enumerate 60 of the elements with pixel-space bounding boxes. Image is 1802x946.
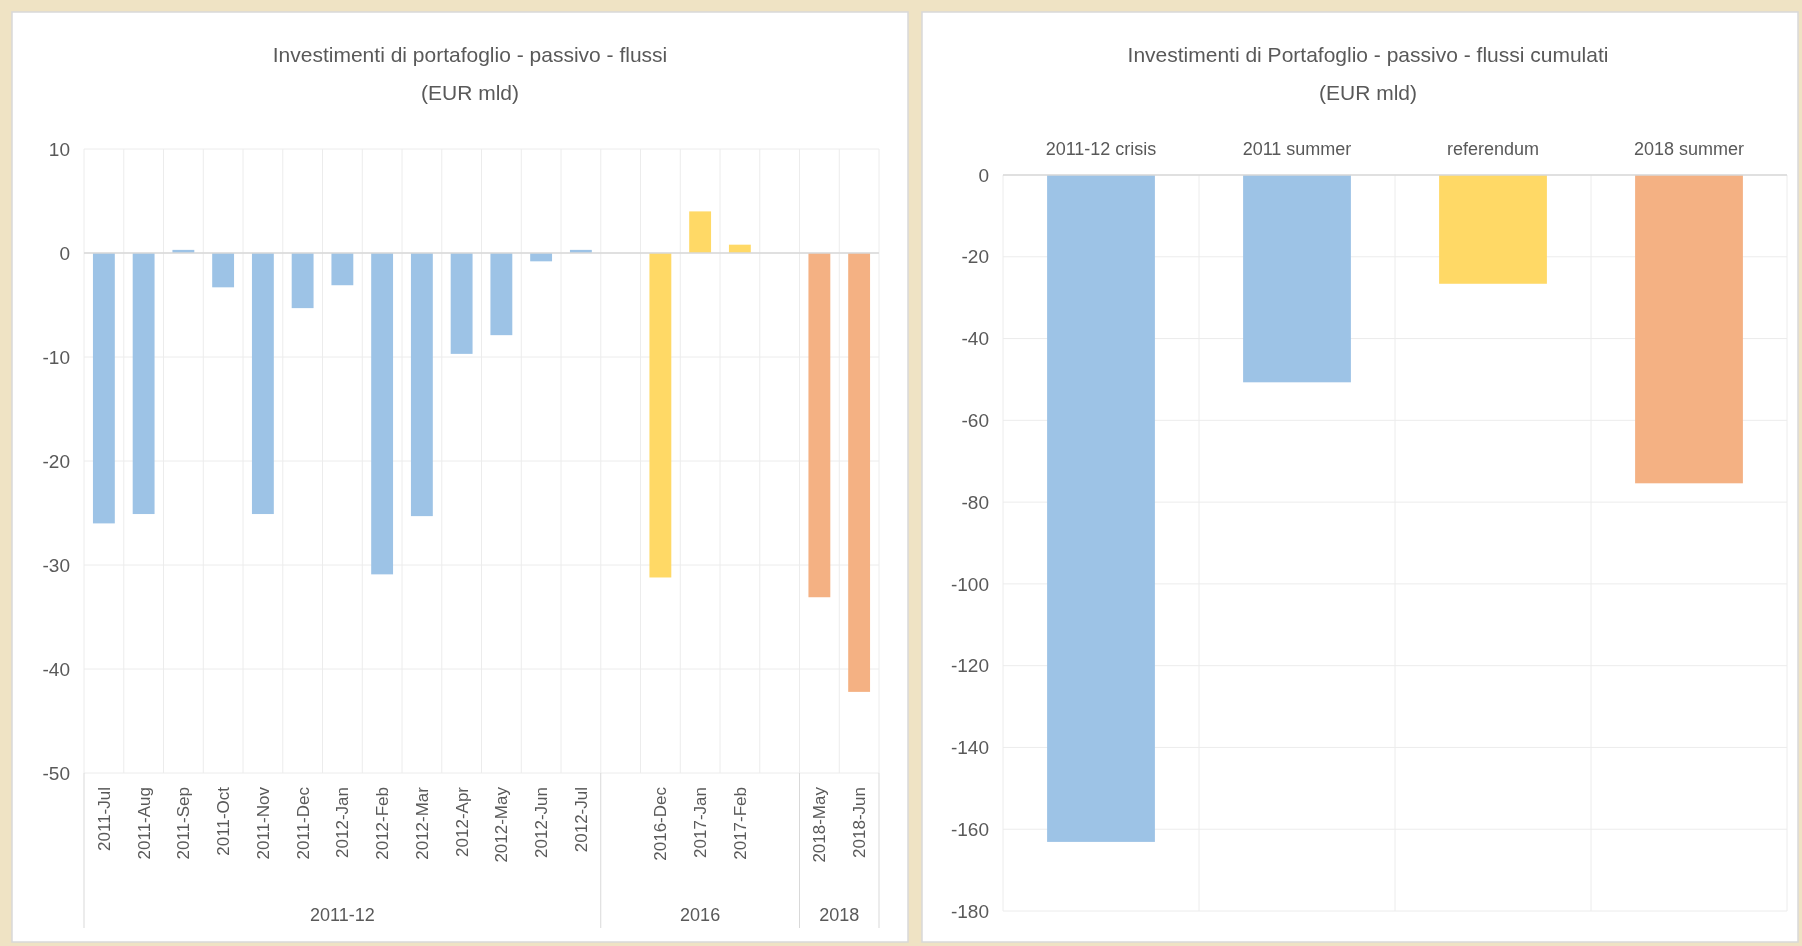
chart-title: Investimenti di portafoglio - passivo - flussi (272, 43, 668, 66)
x-tick-label: 2018-Jun (850, 787, 870, 858)
x-tick-label: 2012-Jan (333, 787, 353, 858)
y-tick-label: -20 (42, 450, 70, 472)
x-tick-label: 2011-Sep (174, 787, 194, 860)
y-tick-label: -20 (961, 246, 989, 268)
y-tick-label: -50 (42, 762, 70, 784)
y-tick-label: -100 (950, 573, 989, 595)
x-tick-label: 2011-Oct (214, 786, 234, 856)
x-tick-label: 2011-12 crisis (1045, 139, 1157, 159)
y-tick-label: -180 (950, 900, 989, 922)
x-tick-label: 2012-Apr (452, 786, 472, 857)
y-tick-label: -40 (961, 328, 989, 350)
y-tick-label: -10 (42, 346, 70, 368)
x-tick-label: 2017-Jan (691, 787, 711, 858)
bar (132, 253, 155, 515)
bar (689, 211, 712, 253)
chart-title: Investimenti di Portafoglio - passivo - flussi cumulati (1127, 43, 1609, 66)
x-tick-label: 2018 summer (1633, 139, 1745, 159)
y-tick-label: -120 (950, 655, 989, 677)
y-tick-label: 0 (978, 164, 989, 186)
x-tick-label: 2012-Feb (373, 787, 393, 860)
bar (808, 253, 831, 598)
y-tick-label: -60 (961, 409, 989, 431)
y-tick-label: -30 (42, 554, 70, 576)
bar (649, 253, 672, 578)
text: 2011-12 (310, 905, 375, 925)
y-tick-label: 0 (59, 242, 70, 264)
x-tick-label: 2017-Feb (730, 787, 750, 860)
x-tick-label: 2016-Dec (651, 786, 671, 861)
bar (371, 253, 394, 575)
bar (212, 253, 235, 288)
y-tick-label: -160 (950, 818, 989, 840)
x-tick-label: referendum (1446, 139, 1540, 159)
text: 2016 (680, 905, 721, 925)
bar (331, 253, 354, 286)
bar (848, 253, 871, 692)
x-tick-label: 2012-Jul (571, 787, 591, 853)
x-tick-label: 2011 summer (1242, 139, 1352, 159)
x-tick-label: 2012-Mar (412, 786, 432, 860)
bar (251, 253, 274, 515)
x-tick-label: 2012-May (492, 786, 512, 863)
x-tick-label: 2011-Aug (134, 787, 154, 860)
chart-subtitle: (EUR mld) (421, 81, 519, 104)
x-tick-label: 2011-Nov (253, 786, 273, 860)
text: 2018 (819, 905, 860, 925)
y-tick-label: -80 (961, 491, 989, 513)
x-tick-label: 2011-Dec (293, 786, 313, 860)
bar (92, 253, 115, 524)
bar (291, 253, 314, 309)
y-tick-label: -140 (950, 737, 989, 759)
x-tick-label: 2012-Jun (532, 787, 552, 858)
y-tick-label: 10 (48, 138, 70, 160)
bar (450, 253, 473, 354)
bar (410, 253, 433, 517)
bar (490, 253, 513, 336)
x-tick-label: 2011-Jul (94, 787, 114, 851)
chart-subtitle: (EUR mld) (1319, 81, 1417, 104)
y-tick-label: -40 (42, 658, 70, 680)
x-tick-label: 2018-May (810, 786, 830, 863)
